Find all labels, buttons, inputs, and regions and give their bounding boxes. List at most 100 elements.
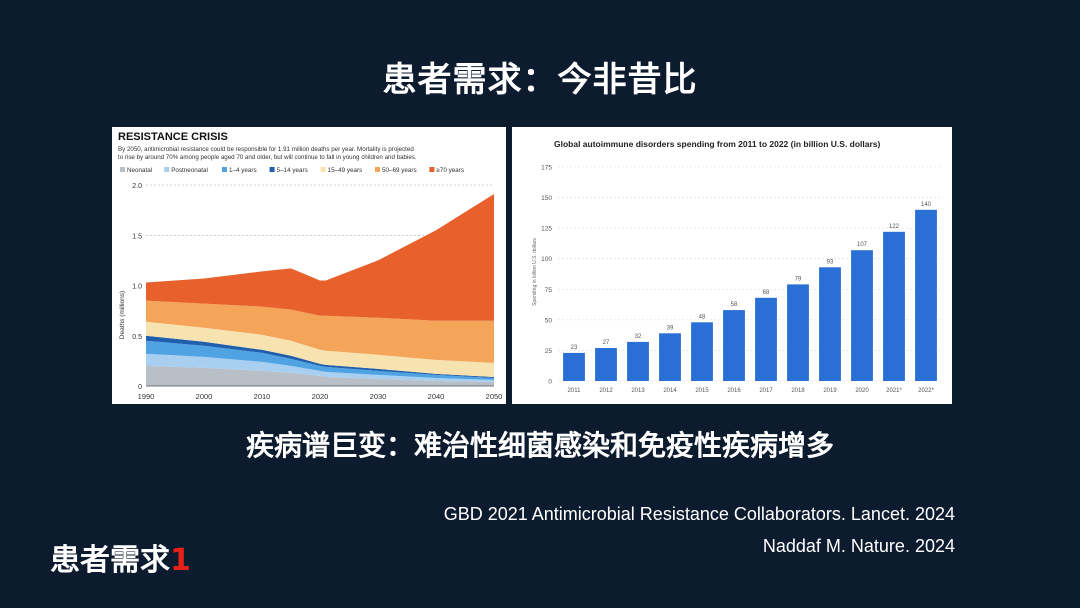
legend-swatch-5 xyxy=(375,167,380,172)
chart-description-line-2: to rise by around 70% among people aged … xyxy=(118,154,417,161)
chart-gridlines xyxy=(558,166,942,382)
chart-title: Global autoimmune disorders spending fro… xyxy=(554,139,881,149)
autoimmune-spending-chart-panel: Global autoimmune disorders spending fro… xyxy=(512,127,952,404)
chart-description-line-1: By 2050, antimicrobial resistance could … xyxy=(118,146,414,153)
legend-swatch-6 xyxy=(429,167,435,172)
value-label: 122 xyxy=(889,224,900,230)
value-label: 27 xyxy=(603,340,610,346)
x-tick-label: 2013 xyxy=(631,388,645,394)
legend-swatch-1 xyxy=(164,167,170,172)
value-label: 58 xyxy=(731,302,738,308)
x-tick-label: 2018 xyxy=(791,388,805,394)
x-tick-label: 2040 xyxy=(428,392,445,401)
y-tick-label: 1.0 xyxy=(132,284,142,291)
legend-swatch-0 xyxy=(120,167,125,172)
area-series-4 xyxy=(146,321,494,377)
bar-2013 xyxy=(627,341,649,381)
value-label: 107 xyxy=(857,242,868,248)
x-tick-label: 2015 xyxy=(695,388,709,394)
x-tick-label: 2021* xyxy=(886,388,902,394)
bar-2014 xyxy=(659,333,681,381)
y-tick-label: 2.0 xyxy=(132,183,142,190)
y-tick-label: 50 xyxy=(545,317,553,324)
value-label: 23 xyxy=(571,345,578,351)
slide-title: 患者需求：今非昔比 xyxy=(382,60,698,100)
bar-2021* xyxy=(883,231,905,381)
resistance-crisis-chart: RESISTANCE CRISIS By 2050, antimicrobial… xyxy=(118,131,503,401)
x-tick-label: 2017 xyxy=(759,388,773,394)
value-label: 79 xyxy=(795,276,802,282)
value-label: 140 xyxy=(921,202,932,208)
x-tick-label: 2012 xyxy=(599,388,613,394)
footer-section-number: 1 xyxy=(170,543,191,578)
reference-lancet: GBD 2021 Antimicrobial Resistance Collab… xyxy=(443,504,955,524)
chart-bars xyxy=(563,209,937,381)
slide-subtitle: 疾病谱巨变：难治性细菌感染和免疫性疾病增多 xyxy=(245,429,834,462)
chart-value-labels: 23 27 32 39 48 58 68 79 93 107 122 140 xyxy=(571,202,932,351)
value-label: 48 xyxy=(699,314,706,320)
x-tick-label: 2020 xyxy=(312,392,329,401)
value-label: 32 xyxy=(635,334,642,340)
legend-label-0: Neonatal xyxy=(127,167,152,174)
x-tick-label: 2016 xyxy=(727,388,741,394)
x-tick-label: 2020 xyxy=(855,388,869,394)
bar-2018 xyxy=(787,284,809,381)
y-tick-label: 1.5 xyxy=(132,233,142,240)
x-tick-label: 2019 xyxy=(823,388,837,394)
chart-x-axis-ticks: 2011 2012 2013 2014 2015 2016 2017 2018 2019 2020… xyxy=(568,388,935,394)
legend-label-5: 50–69 years xyxy=(382,167,417,174)
x-tick-label: 2000 xyxy=(196,392,213,401)
y-tick-label: 0 xyxy=(138,384,142,391)
bar-2011 xyxy=(563,352,585,381)
resistance-crisis-chart-panel: RESISTANCE CRISIS By 2050, antimicrobial… xyxy=(112,127,506,404)
y-tick-label: 75 xyxy=(545,287,553,294)
autoimmune-spending-chart: Global autoimmune disorders spending fro… xyxy=(532,139,942,394)
legend-label-4: 15–49 years xyxy=(328,167,363,174)
bar-2012 xyxy=(595,348,617,381)
chart-y-axis-label: Deaths (millions) xyxy=(119,291,126,339)
value-label: 39 xyxy=(667,325,674,331)
chart-title: RESISTANCE CRISIS xyxy=(118,131,228,143)
bar-2020 xyxy=(851,250,873,381)
area-series-6 xyxy=(146,194,494,321)
area-series-0 xyxy=(146,365,494,386)
x-tick-label: 2022* xyxy=(918,388,934,394)
area-series-3 xyxy=(146,335,494,378)
x-tick-label: 2014 xyxy=(663,388,677,394)
bar-2015 xyxy=(691,322,713,381)
y-tick-label: 150 xyxy=(541,195,552,202)
chart-y-axis-ticks: 0 25 50 75 100 125 150 175 xyxy=(541,165,552,386)
bar-2022* xyxy=(915,209,937,381)
y-tick-label: 175 xyxy=(541,165,552,172)
y-tick-label: 100 xyxy=(541,256,552,263)
legend-swatch-4 xyxy=(320,167,326,172)
value-label: 93 xyxy=(827,259,834,265)
y-tick-label: 25 xyxy=(545,348,553,355)
bar-2016 xyxy=(723,310,745,381)
legend-label-2: 1–4 years xyxy=(229,167,257,174)
chart-x-axis-ticks: 1990 2000 2010 2020 2030 2040 2050 xyxy=(138,392,503,401)
x-tick-label: 1990 xyxy=(138,392,155,401)
value-label: 68 xyxy=(763,290,770,296)
y-tick-label: 125 xyxy=(541,226,552,233)
area-series-5 xyxy=(146,300,494,363)
footer-label-text: 患者需求 xyxy=(50,543,170,578)
legend-label-1: Postneonatal xyxy=(171,167,208,174)
bar-2017 xyxy=(755,297,777,381)
x-tick-label: 2050 xyxy=(486,392,503,401)
chart-area-series xyxy=(146,194,494,387)
chart-y-axis-ticks: 0 0.5 1.0 1.5 2.0 xyxy=(132,183,142,391)
legend-swatch-2 xyxy=(222,167,227,172)
reference-nature: Naddaf M. Nature. 2024 xyxy=(762,536,955,556)
x-tick-label: 2010 xyxy=(254,392,271,401)
bar-2019 xyxy=(819,267,841,381)
chart-y-axis-label: Spending in billion U.S. dollars xyxy=(532,238,538,306)
legend-label-3: 5–14 years xyxy=(277,167,308,174)
y-tick-label: 0 xyxy=(548,379,552,386)
area-series-2 xyxy=(146,340,494,380)
y-tick-label: 0.5 xyxy=(132,334,142,341)
legend-swatch-3 xyxy=(269,167,275,172)
x-tick-label: 2011 xyxy=(568,388,582,394)
area-series-1 xyxy=(146,353,494,382)
x-tick-label: 2030 xyxy=(370,392,387,401)
